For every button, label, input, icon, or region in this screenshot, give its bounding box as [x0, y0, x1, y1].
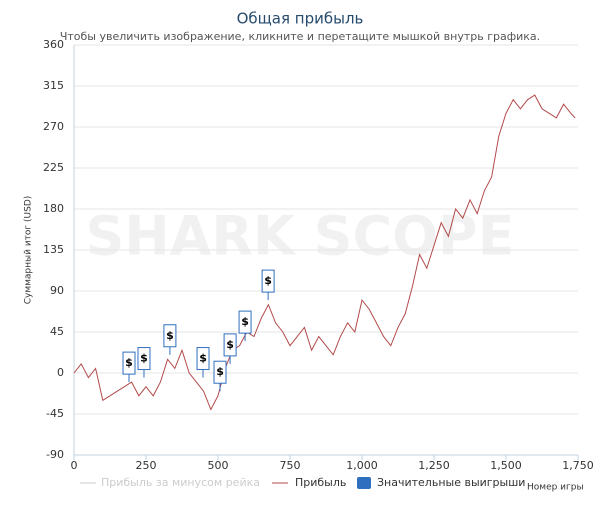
y-tick-label: 0: [57, 366, 64, 379]
flag-label: $: [199, 352, 207, 365]
flag: [163, 324, 177, 348]
chart-title: Общая прибыль: [237, 10, 364, 28]
x-tick-label: 1,500: [490, 459, 522, 472]
flag-label: $: [166, 329, 174, 342]
legend-label: Прибыль: [295, 476, 346, 489]
flag: [137, 347, 151, 371]
y-tick-label: -45: [46, 407, 64, 420]
x-tick-label: 1,250: [418, 459, 450, 472]
y-axis-label: Суммарный итог (USD): [24, 196, 34, 305]
y-tick-label: 135: [43, 243, 64, 256]
flag-label: $: [140, 352, 148, 365]
flag: [196, 347, 210, 371]
flag-label: $: [241, 315, 249, 328]
flag: [213, 360, 227, 384]
x-tick-label: 0: [71, 459, 78, 472]
flag: [238, 310, 252, 334]
y-tick-label: 180: [43, 202, 64, 215]
legend-symbol: [357, 477, 371, 489]
flag: [261, 269, 275, 293]
flag-label: $: [125, 356, 133, 369]
flag-label: $: [264, 274, 272, 287]
x-tick-label: 250: [136, 459, 157, 472]
legend-label: Значительные выигрыши: [377, 476, 525, 489]
chart-subtitle: Чтобы увеличить изображение, кликните и …: [60, 30, 540, 43]
y-tick-label: 270: [43, 120, 64, 133]
line-series: [73, 94, 576, 411]
y-tick-label: 225: [43, 161, 64, 174]
y-tick-label: 45: [50, 325, 64, 338]
y-tick-label: 360: [43, 38, 64, 51]
watermark: SHARK SCOPE: [86, 205, 515, 268]
y-tick-label: -90: [46, 448, 64, 461]
flag: [122, 351, 136, 375]
y-tick-label: 90: [50, 284, 64, 297]
y-tick-label: 315: [43, 79, 64, 92]
x-tick-label: 1,750: [562, 459, 594, 472]
x-tick-label: 1,000: [346, 459, 378, 472]
x-tick-label: 500: [208, 459, 229, 472]
flag-label: $: [226, 338, 234, 351]
x-tick-label: 750: [280, 459, 301, 472]
flag: [223, 333, 237, 357]
x-axis-label: Номер игры: [527, 483, 584, 493]
legend-label: Прибыль за минусом рейка: [101, 476, 260, 489]
flag-label: $: [216, 365, 224, 378]
